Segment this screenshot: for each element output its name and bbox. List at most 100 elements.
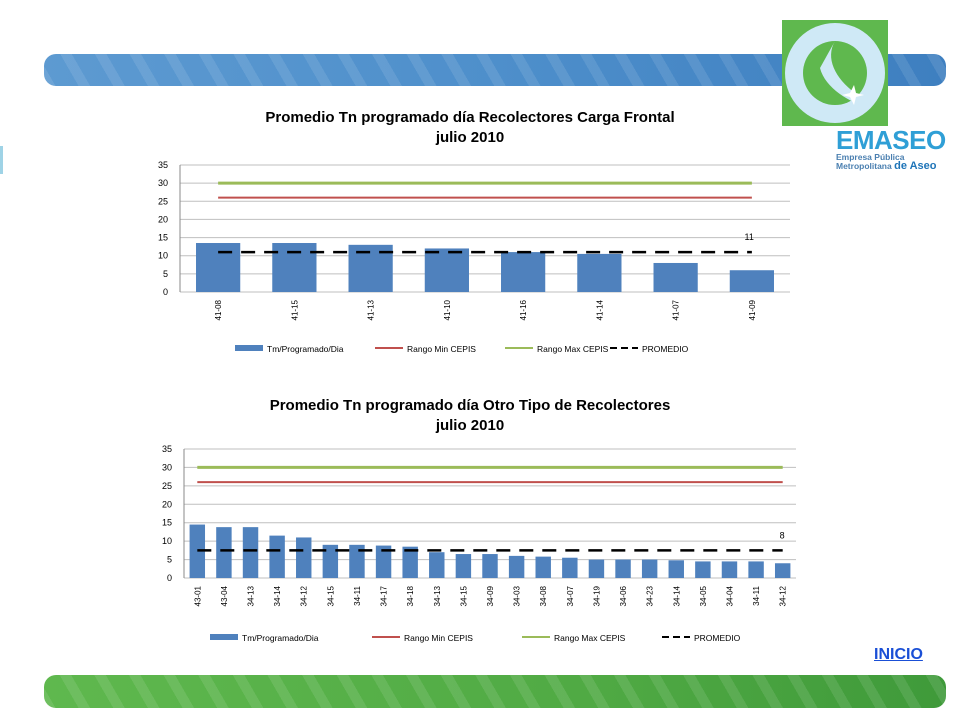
inicio-link[interactable]: INICIO <box>874 646 923 663</box>
bar <box>653 262 698 292</box>
x-tick-label: 43-04 <box>220 585 229 606</box>
x-tick-label: 34-14 <box>672 585 681 606</box>
bar <box>455 554 472 578</box>
promedio-label: 8 <box>780 530 785 540</box>
x-tick-label: 41-16 <box>519 299 528 320</box>
x-tick-label: 41-10 <box>443 299 452 320</box>
bar <box>588 559 605 578</box>
bar <box>429 552 445 578</box>
x-tick-label: 34-15 <box>326 585 335 606</box>
x-tick-label: 34-05 <box>699 585 708 606</box>
bar <box>402 546 418 578</box>
bar <box>615 559 631 578</box>
bar <box>349 544 365 578</box>
bar <box>216 527 232 578</box>
bar <box>322 544 339 578</box>
bar <box>508 555 525 578</box>
x-tick-label: 34-11 <box>353 585 362 605</box>
logo-line2: Metropolitana de Aseo <box>836 160 937 172</box>
bar <box>501 252 546 292</box>
x-tick-label: 41-09 <box>748 299 757 320</box>
legend-label-bars: Tm/Programado/Dia <box>267 344 344 354</box>
x-tick-label: 41-07 <box>672 299 681 320</box>
bar <box>774 563 791 578</box>
y-tick-label: 10 <box>162 536 172 546</box>
x-tick-label: 34-15 <box>459 585 468 606</box>
bar <box>424 248 469 292</box>
y-tick-label: 5 <box>167 555 172 565</box>
chart-title: Promedio Tn programado día Otro Tipo de … <box>269 397 671 434</box>
chart-plot: 0 5 10 15 20 25 30 35 43-01 43-04 34-13 34-14 34-12 3… <box>162 444 796 643</box>
x-tick-label: 41-08 <box>214 299 223 320</box>
x-tick-label: 34-14 <box>273 585 282 606</box>
x-tick-label: 34-12 <box>300 585 309 606</box>
x-tick-label: 34-07 <box>566 585 575 606</box>
y-tick-label: 35 <box>158 160 168 170</box>
chart-otro-tipo: Promedio Tn programado día Otro Tipo de … <box>140 392 800 652</box>
legend-label-bars: Tm/Programado/Dia <box>242 633 319 643</box>
bar <box>375 545 392 578</box>
chart-title: Promedio Tn programado día Recolectores … <box>265 109 675 146</box>
emaseo-logo <box>782 20 888 126</box>
y-tick-label: 25 <box>162 481 172 491</box>
x-tick-label: 41-13 <box>367 299 376 320</box>
y-tick-label: 15 <box>162 518 172 528</box>
legend-swatch-bars <box>210 634 238 640</box>
legend-label-max: Rango Max CEPIS <box>554 633 626 643</box>
x-tick-label: 34-04 <box>725 585 734 606</box>
slide-edge-mark <box>0 146 3 174</box>
logo-brand: EMASEO <box>836 125 946 155</box>
x-tick-label: 34-13 <box>247 585 256 606</box>
x-tick-label: 34-09 <box>486 585 495 606</box>
legend-label-min: Rango Min CEPIS <box>404 633 473 643</box>
bar <box>196 243 241 292</box>
bar <box>668 560 684 578</box>
x-tick-label: 34-06 <box>619 585 628 606</box>
x-tick-label: 34-17 <box>380 585 389 606</box>
y-tick-label: 0 <box>163 287 168 297</box>
legend-label-avg: PROMEDIO <box>642 344 689 354</box>
chart-carga-frontal: Promedio Tn programado día Recolectores … <box>140 106 800 361</box>
y-tick-label: 5 <box>163 269 168 279</box>
chart-plot: 0 5 10 15 20 25 30 35 41-08 41-15 41-13 41-10 41-16 4… <box>158 160 790 354</box>
bar <box>721 561 738 578</box>
bar <box>272 243 317 292</box>
y-tick-label: 20 <box>162 499 172 509</box>
bar <box>748 561 764 578</box>
x-tick-label: 34-23 <box>646 585 655 606</box>
bar <box>695 561 711 578</box>
x-tick-label: 34-12 <box>779 585 788 606</box>
x-tick-label: 34-03 <box>513 585 522 606</box>
x-tick-label: 41-14 <box>595 299 604 320</box>
footer-band <box>44 675 946 708</box>
logo-line1: Empresa Pública <box>836 152 905 162</box>
bar <box>296 537 312 578</box>
bar <box>641 559 658 578</box>
x-tick-label: 43-01 <box>193 585 202 606</box>
legend-swatch-bars <box>235 345 263 351</box>
promedio-label: 11 <box>745 232 754 242</box>
x-tick-label: 34-19 <box>592 585 601 606</box>
y-tick-label: 0 <box>167 573 172 583</box>
x-tick-label: 41-15 <box>290 299 299 320</box>
bar <box>577 253 622 292</box>
bar <box>242 527 259 578</box>
y-tick-label: 15 <box>158 233 168 243</box>
legend-label-max: Rango Max CEPIS <box>537 344 609 354</box>
bar <box>535 556 551 578</box>
y-tick-label: 30 <box>162 462 172 472</box>
bar <box>269 535 285 578</box>
bar <box>482 554 498 578</box>
x-tick-label: 34-13 <box>433 585 442 606</box>
legend-label-avg: PROMEDIO <box>694 633 741 643</box>
y-tick-label: 10 <box>158 251 168 261</box>
y-tick-label: 20 <box>158 214 168 224</box>
bar <box>562 557 578 578</box>
x-tick-label: 34-11 <box>752 585 761 605</box>
y-tick-label: 35 <box>162 444 172 454</box>
y-tick-label: 30 <box>158 178 168 188</box>
x-tick-label: 34-18 <box>406 585 415 606</box>
legend-label-min: Rango Min CEPIS <box>407 344 476 354</box>
y-tick-label: 25 <box>158 196 168 206</box>
bar <box>729 270 774 292</box>
